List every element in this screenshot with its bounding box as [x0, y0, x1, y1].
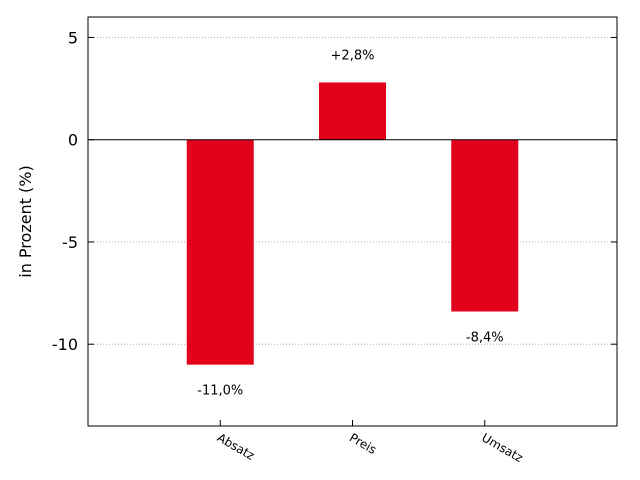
- x-tick-label: Absatz: [215, 430, 257, 462]
- data-label-umsatz: -8,4%: [466, 330, 504, 345]
- x-tick-label: Umsatz: [479, 430, 525, 465]
- y-tick-label: 5: [68, 28, 78, 47]
- x-axis-ticks: Absatz Preis Umsatz: [215, 420, 525, 465]
- x-tick-label: Preis: [347, 430, 379, 456]
- data-label-preis: +2,8%: [331, 48, 375, 63]
- bars: [186, 82, 519, 365]
- y-tick-label: -5: [62, 233, 78, 252]
- plot-frame: [87, 16, 618, 427]
- data-label-absatz: -11,0%: [197, 384, 243, 399]
- grid-lines: [88, 36, 617, 345]
- y-axis-ticks: 5 0 -5 -10: [52, 28, 617, 354]
- y-axis-label: in Prozent (%): [16, 165, 35, 277]
- data-labels: -11,0% +2,8% -8,4%: [197, 48, 503, 398]
- y-tick-label: -10: [52, 335, 78, 354]
- bar-umsatz: [451, 139, 519, 312]
- bar-absatz: [186, 139, 254, 365]
- y-tick-label: 0: [68, 131, 78, 150]
- bar-preis: [319, 82, 386, 140]
